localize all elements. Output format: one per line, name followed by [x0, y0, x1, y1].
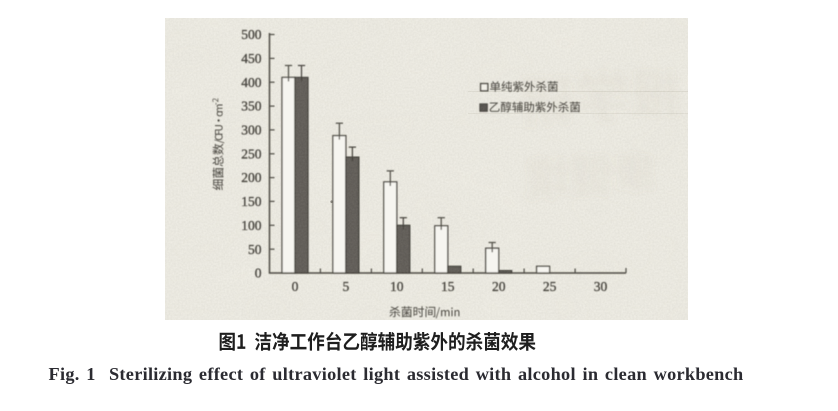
- svg-text:Fig. 1 Sterilizing effect of: Fig. 1 Sterilizing effect of ultraviolet…: [49, 364, 744, 384]
